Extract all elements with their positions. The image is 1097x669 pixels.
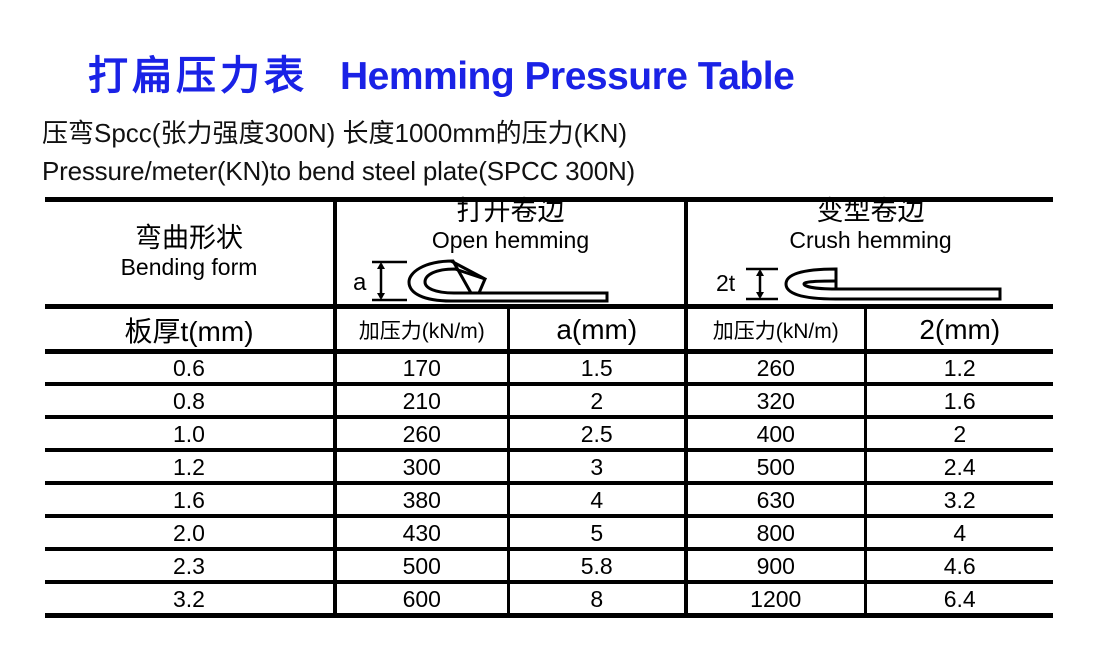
cell-open-pressure: 500: [335, 550, 510, 584]
cell-open-a: 2: [508, 385, 688, 419]
table-bottom-border: [45, 613, 1053, 618]
cell-thickness: 1.2: [45, 451, 337, 485]
cell-open-a: 3: [508, 451, 688, 485]
table-rule-row-3: [45, 448, 1053, 452]
cell-thickness: 2.0: [45, 517, 337, 551]
table-rule-row-6: [45, 547, 1053, 551]
table-rule-row-4: [45, 481, 1053, 485]
column-header-crush-pressure: 加压力(kN/m): [686, 307, 867, 353]
cell-open-pressure: 260: [335, 418, 510, 452]
open-hemming-label-en: Open hemming: [431, 226, 590, 253]
cell-thickness: 3.2: [45, 583, 337, 617]
cell-crush-2: 1.2: [943, 355, 976, 382]
column-header-thickness: 板厚t(mm): [45, 307, 337, 353]
column-header-open-pressure: 加压力(kN/m): [335, 307, 510, 353]
cell-thickness: 1.0: [45, 418, 337, 452]
table-rule-under-diagrams: [45, 304, 1053, 309]
table-rule-under-units: [45, 349, 1053, 354]
page-title: 打扁压力表 Hemming Pressure Table: [88, 54, 795, 98]
open-hemming-label-cn: 打开卷边: [456, 196, 565, 226]
cell-crush-pressure: 630: [686, 484, 867, 518]
table-row: 0.6 170 1.5 260 1.2: [45, 352, 1053, 386]
cell-crush-pressure: 1200: [686, 583, 867, 617]
table-row: 3.2 600 8 1200 6.4: [45, 583, 1053, 617]
header-cell-bending-form: 弯曲形状 Bending form: [45, 197, 337, 308]
subtitle-english: Pressure/meter(KN)to bend steel plate(SP…: [42, 156, 635, 186]
cell-crush-2: 2: [953, 421, 967, 448]
cell-crush-pressure: 900: [686, 550, 867, 584]
subtitle-chinese: 压弯Spcc(张力强度300N) 长度1000mm的压力(KN): [42, 118, 628, 148]
svg-text:a: a: [353, 269, 367, 296]
open-hemming-diagram: a: [353, 259, 609, 303]
cell-open-pressure: 600: [335, 583, 510, 617]
cell-crush-pressure: 260: [686, 352, 867, 386]
crush-hemming-label-cn: 变型卷边: [816, 196, 925, 226]
cell-open-a: 1.5: [508, 352, 688, 386]
cell-crush-2: 6.4: [943, 586, 976, 613]
cell-crush-pressure: 400: [686, 418, 867, 452]
table-rule-row-2: [45, 415, 1053, 419]
page-title-chinese: 打扁压力表: [88, 54, 308, 98]
header-cell-crush-hemming: 变型卷边 Crush hemming 2t: [686, 196, 1053, 307]
cell-open-pressure: 430: [335, 517, 510, 551]
cell-thickness: 2.3: [45, 550, 337, 584]
cell-thickness: 1.6: [45, 484, 337, 518]
cell-crush-2: 2.4: [943, 454, 976, 481]
cell-open-pressure: 210: [335, 385, 510, 419]
table-row: 1.6 380 4 630 3.2: [45, 484, 1053, 518]
header-cell-open-hemming: 打开卷边 Open hemming a: [335, 196, 688, 308]
crush-hemming-diagram: 2t: [716, 267, 1002, 301]
cell-open-pressure: 300: [335, 451, 510, 485]
table-column-header-row: 板厚t(mm) 加压力(kN/m) a(mm) 加压力(kN/m) 2(mm): [45, 307, 1053, 353]
crush-hemming-label-en: Crush hemming: [789, 226, 952, 253]
cell-thickness: 0.8: [45, 385, 337, 419]
cell-open-a: 5.8: [508, 550, 688, 584]
bending-form-label-en: Bending form: [120, 253, 258, 280]
cell-open-pressure: 170: [335, 352, 510, 386]
cell-crush-2: 4: [953, 520, 967, 547]
cell-crush-2: 3.2: [943, 487, 976, 514]
table-row: 2.3 500 5.8 900 4.6: [45, 550, 1053, 584]
cell-crush-pressure: 320: [686, 385, 867, 419]
svg-text:2t: 2t: [716, 270, 736, 296]
table-row: 1.0 260 2.5 400 2: [45, 418, 1053, 452]
cell-open-pressure: 380: [335, 484, 510, 518]
table-rule-row-7: [45, 580, 1053, 584]
table-row: 1.2 300 3 500 2.4: [45, 451, 1053, 485]
table-row: 0.8 210 2 320 1.6: [45, 385, 1053, 419]
bending-form-label-cn: 弯曲形状: [135, 223, 243, 253]
pressure-data-table: 弯曲形状 Bending form 打开卷边 Open hemming: [45, 196, 1053, 618]
cell-open-a: 8: [508, 583, 688, 617]
cell-open-a: 2.5: [508, 418, 688, 452]
table-rule-row-1: [45, 382, 1053, 386]
cell-crush-2: 4.6: [943, 553, 976, 580]
table-group-header-row: 弯曲形状 Bending form 打开卷边 Open hemming: [45, 196, 1053, 308]
table-rule-row-5: [45, 514, 1053, 518]
cell-crush-pressure: 500: [686, 451, 867, 485]
table-row: 2.0 430 5 800 4: [45, 517, 1053, 551]
cell-thickness: 0.6: [45, 352, 337, 386]
page-title-english: Hemming Pressure Table: [340, 55, 795, 98]
cell-open-a: 4: [508, 484, 688, 518]
cell-open-a: 5: [508, 517, 688, 551]
cell-crush-pressure: 800: [686, 517, 867, 551]
cell-crush-2: 1.6: [943, 388, 976, 415]
column-header-crush-2: 2(mm): [919, 313, 1001, 345]
column-header-open-a: a(mm): [508, 307, 688, 353]
